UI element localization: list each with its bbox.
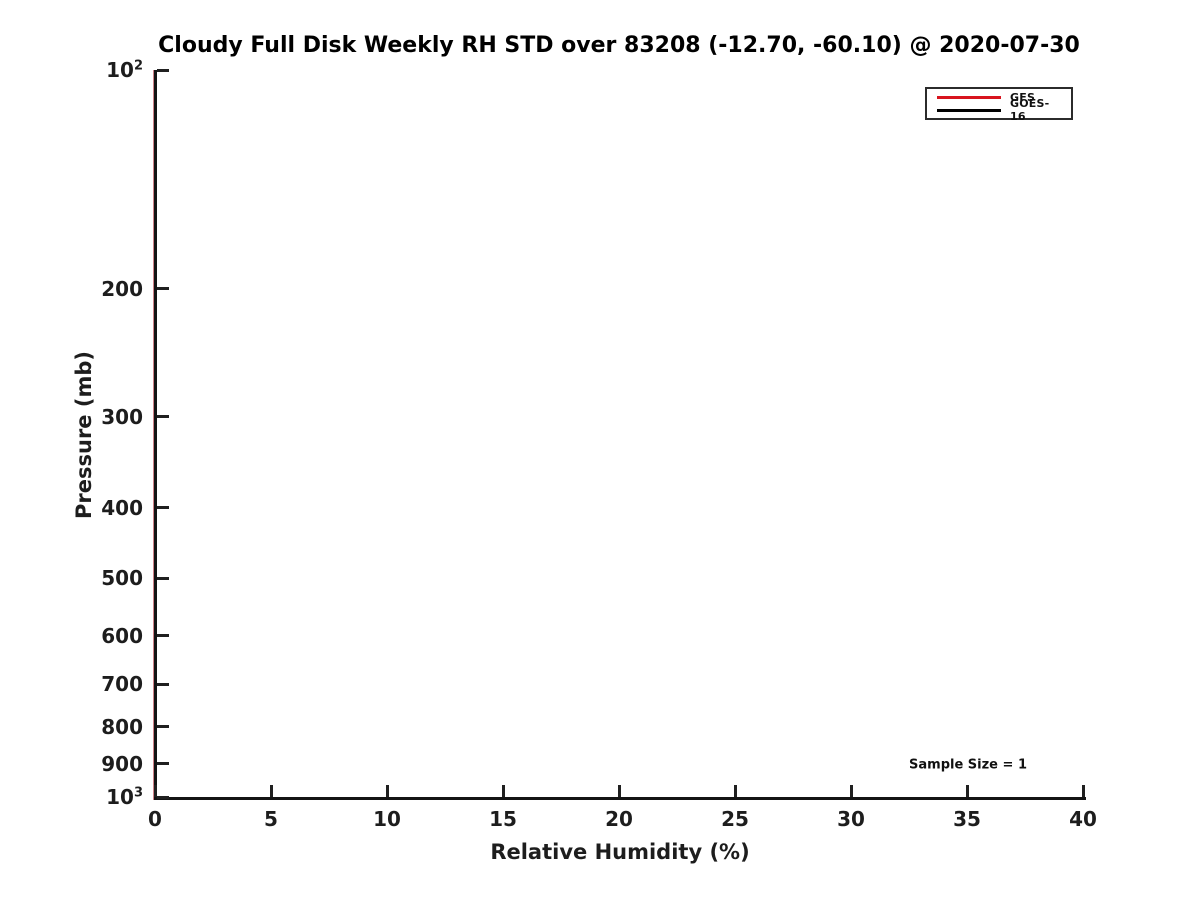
y-tick-label: 700 [101, 672, 143, 697]
x-tick-mark [1081, 785, 1085, 797]
y-tick-mark [157, 68, 169, 72]
y-tick-mark [157, 725, 169, 729]
legend: GFS GOES-16 [925, 87, 1073, 123]
x-tick-label: 10 [373, 807, 401, 831]
legend-label: GOES-16 [1010, 97, 1050, 123]
x-tick-mark [617, 785, 621, 797]
y-tick-label: 300 [101, 404, 143, 429]
chart-title: Cloudy Full Disk Weekly RH STD over 8320… [158, 33, 1080, 58]
x-tick-label: 25 [721, 807, 749, 831]
y-tick-mark [157, 576, 169, 580]
y-tick-label: 103 [106, 785, 143, 809]
x-tick-mark [153, 785, 157, 797]
x-tick-label: 5 [264, 807, 278, 831]
x-tick-mark [965, 785, 969, 797]
x-tick-mark [385, 785, 389, 797]
x-tick-mark [733, 785, 737, 797]
y-tick-mark [157, 415, 169, 419]
sample-size-annotation: Sample Size = 1 [909, 757, 1027, 773]
y-tick-label: 900 [101, 751, 143, 776]
y-tick-mark [157, 634, 169, 638]
y-tick-label: 102 [106, 58, 143, 82]
y-axis-spine [154, 70, 157, 800]
legend-entry: GFS [937, 91, 1065, 104]
x-tick-label: 40 [1069, 807, 1097, 831]
x-axis-spine [154, 797, 1086, 800]
y-tick-mark [157, 682, 169, 686]
legend-label: GFS [1010, 90, 1036, 104]
legend-entry: GOES-16 [937, 97, 1065, 123]
x-tick-label: 20 [605, 807, 633, 831]
y-tick-label: 800 [101, 714, 143, 739]
x-tick-mark [501, 785, 505, 797]
x-tick-mark [849, 785, 853, 797]
y-tick-mark [157, 287, 169, 291]
x-tick-label: 35 [953, 807, 981, 831]
y-tick-label: 500 [101, 566, 143, 591]
y-tick-label: 600 [101, 623, 143, 648]
y-tick-label: 400 [101, 495, 143, 520]
x-tick-mark [269, 785, 273, 797]
y-axis-label: Pressure (mb) [72, 351, 96, 519]
x-axis-label: Relative Humidity (%) [490, 840, 750, 864]
y-tick-mark [157, 795, 169, 799]
legend-line-sample [937, 95, 1001, 99]
y-tick-mark [157, 506, 169, 510]
x-tick-label: 0 [148, 807, 162, 831]
y-tick-mark [157, 762, 169, 766]
legend-line-sample [937, 108, 1001, 112]
x-tick-label: 30 [837, 807, 865, 831]
y-tick-label: 200 [101, 276, 143, 301]
x-tick-label: 15 [489, 807, 517, 831]
